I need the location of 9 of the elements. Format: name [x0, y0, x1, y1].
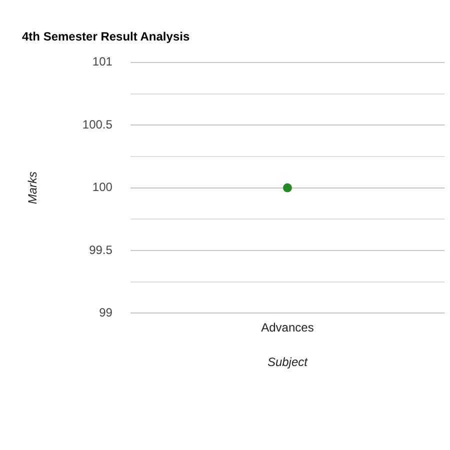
- x-axis-title: Subject: [267, 355, 308, 370]
- y-tick-label: 100.5: [82, 117, 113, 132]
- chart-title: 4th Semester Result Analysis: [22, 30, 190, 44]
- y-axis-title: Marks: [26, 171, 40, 204]
- y-tick-label: 99.5: [89, 242, 113, 257]
- x-tick-label: Advances: [261, 320, 314, 335]
- y-tick-label: 100: [92, 180, 113, 194]
- y-tick-label: 101: [92, 54, 113, 69]
- y-tick-label: 99: [99, 306, 113, 320]
